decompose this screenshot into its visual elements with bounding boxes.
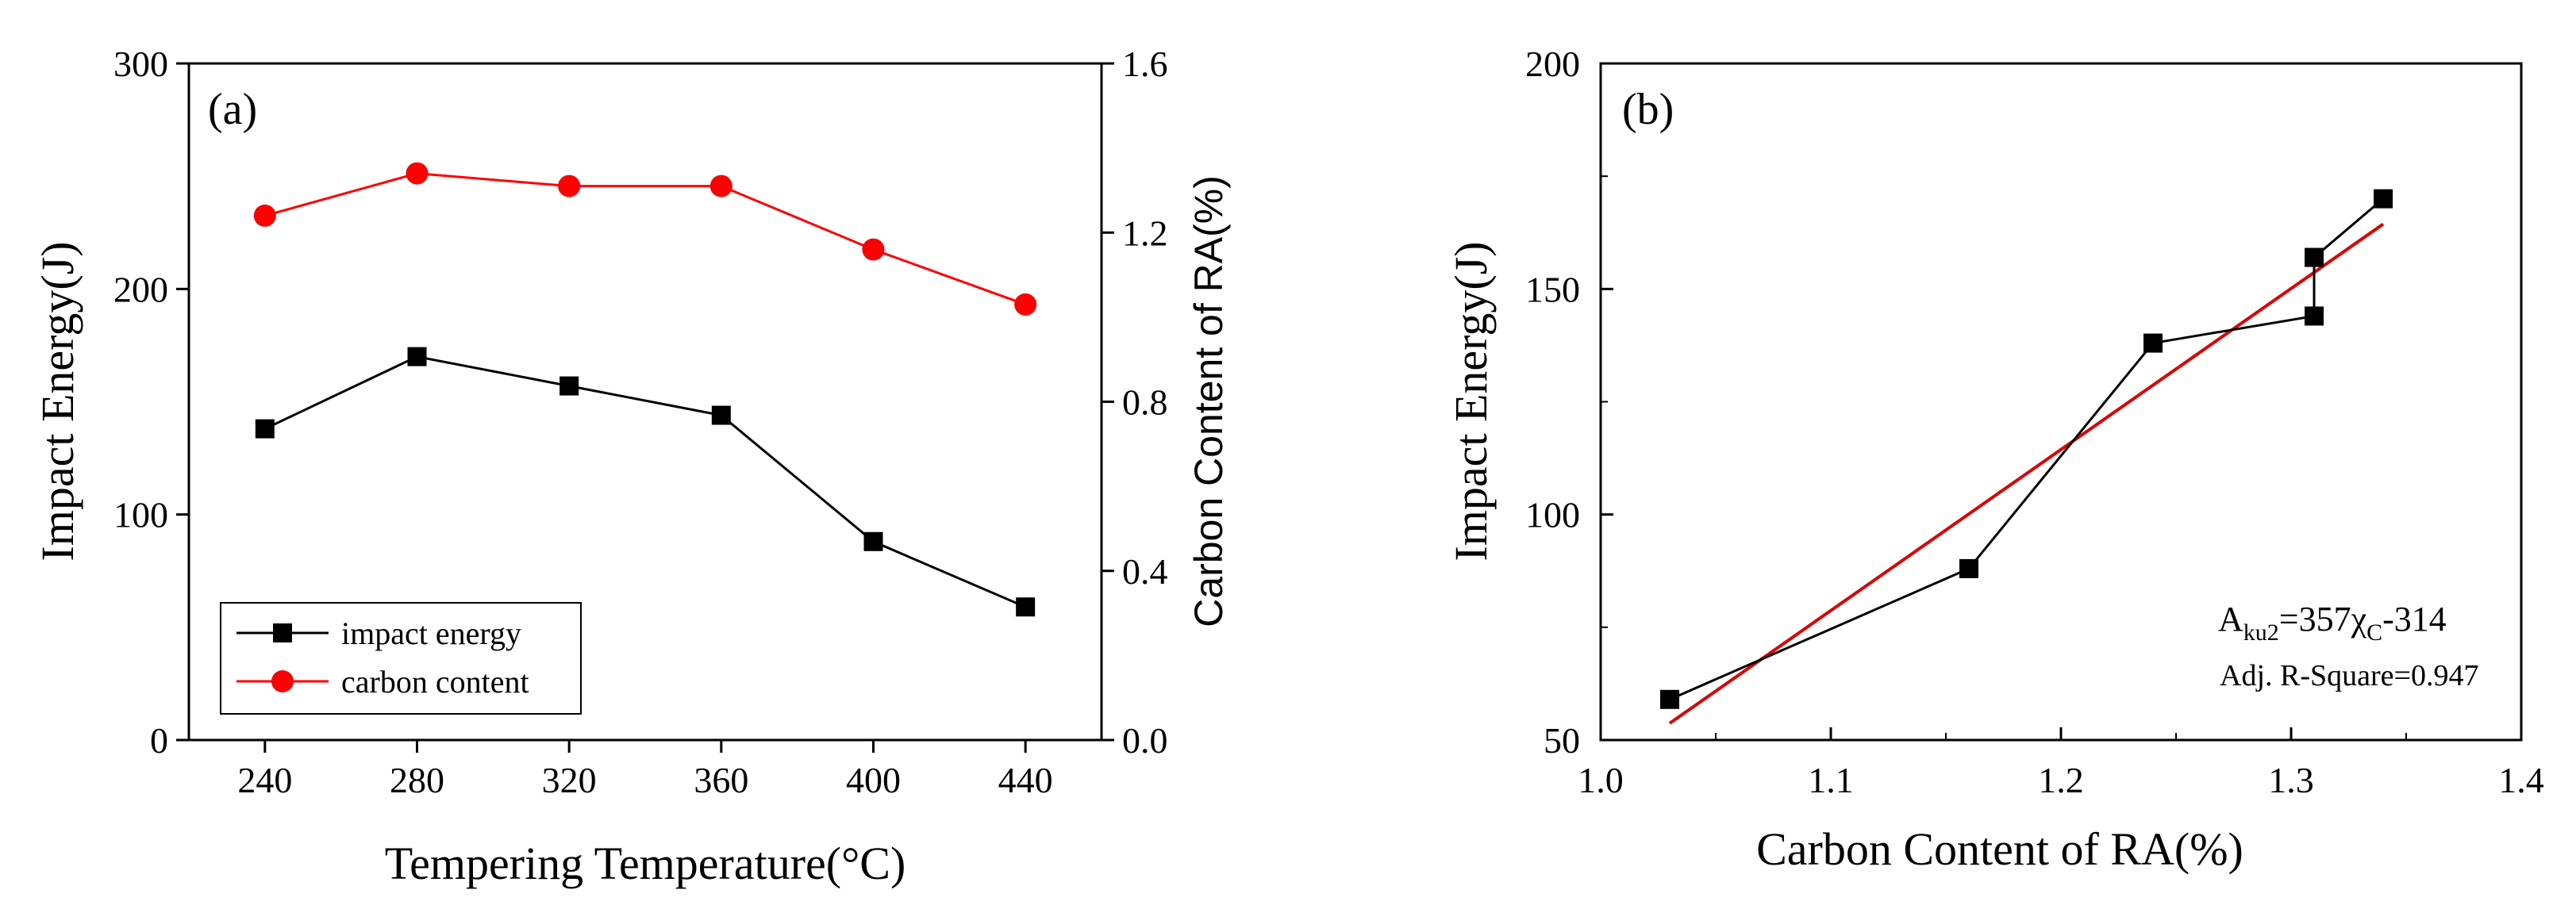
y-tick-label: 150 — [1525, 269, 1580, 309]
data-point — [2305, 306, 2324, 326]
x-tick-label: 1.1 — [1808, 760, 1854, 800]
panel-b-y-axis-title: Impact Energy(J) — [1445, 241, 1497, 561]
data-point — [2374, 189, 2393, 209]
y-tick-label: 0 — [150, 720, 168, 761]
panel-a-right-y-ticks: 0.0 0.4 0.8 1.2 1.6 — [1102, 44, 1168, 761]
series-line-impact-energy — [264, 355, 1026, 608]
impact-energy-point — [863, 531, 883, 551]
linear-fit-line — [1668, 222, 2385, 725]
y-tick-label: 200 — [1525, 44, 1580, 84]
y2-tick-label: 0.4 — [1122, 551, 1168, 592]
panel-b: 1.0 1.1 1.2 1.3 1.4 50 100 150 200 (b) Carbon C… — [1445, 44, 2544, 875]
panel-b-label: (b) — [1622, 85, 1674, 134]
impact-energy-point — [559, 376, 579, 396]
series-line-carbon-content — [264, 172, 1026, 306]
y-tick-label: 200 — [113, 269, 168, 309]
data-connecting-line — [1669, 197, 2384, 701]
panel-a-left-y-ticks: 0 100 200 300 — [113, 44, 189, 761]
panel-a-label: (a) — [208, 85, 257, 134]
legend-item-impact-energy: impact energy — [236, 615, 521, 651]
impact-energy-point — [407, 347, 427, 366]
carbon-content-point — [1014, 293, 1037, 316]
data-point — [2305, 247, 2324, 267]
x-tick-label: 320 — [542, 760, 597, 800]
carbon-content-point — [862, 238, 885, 261]
fit-r-square: Adj. R-Square=0.947 — [2220, 659, 2478, 692]
panel-b-y-ticks: 50 100 150 200 — [1525, 44, 1613, 761]
y2-tick-label: 0.8 — [1122, 382, 1168, 423]
carbon-content-point — [558, 174, 581, 197]
panel-b-data-series — [1660, 189, 2393, 709]
data-point — [1959, 558, 1978, 578]
y-tick-label: 100 — [113, 495, 168, 535]
x-tick-label: 360 — [694, 760, 748, 800]
carbon-content-point — [406, 162, 429, 185]
fit-annotation: Aku2=357χC-314 Adj. R-Square=0.947 — [2218, 600, 2478, 692]
panel-a-legend: impact energy carbon content — [220, 602, 582, 715]
panel-a-y2-axis-title: Carbon Content of RA(%) — [1186, 175, 1231, 627]
panel-a-x-ticks: 240 280 320 360 400 440 — [237, 740, 1053, 800]
legend-marker-square — [273, 623, 292, 642]
carbon-content-point — [709, 174, 732, 197]
impact-energy-point — [255, 419, 275, 439]
x-tick-label: 400 — [846, 760, 901, 800]
y-tick-label: 100 — [1525, 495, 1580, 535]
carbon-content-point — [253, 204, 276, 227]
panel-b-fit-line — [1668, 222, 2385, 725]
x-tick-label: 1.0 — [1578, 760, 1624, 800]
legend-item-carbon-content: carbon content — [236, 664, 529, 700]
data-point — [1660, 689, 1679, 709]
y2-tick-label: 1.6 — [1122, 44, 1168, 84]
y-tick-label: 300 — [113, 44, 168, 84]
legend-marker-circle — [271, 670, 294, 692]
panel-a-x-axis-title: Tempering Temperature(°C) — [385, 838, 906, 889]
panel-b-x-ticks: 1.0 1.1 1.2 1.3 1.4 — [1578, 727, 2544, 800]
panel-b-plot-frame — [1599, 62, 2523, 742]
x-tick-label: 1.4 — [2498, 760, 2544, 800]
data-point — [2143, 333, 2163, 353]
fit-equation: Aku2=357χC-314 — [2218, 600, 2447, 646]
legend-label-carbon-content: carbon content — [341, 664, 529, 700]
x-tick-label: 1.3 — [2268, 760, 2314, 800]
panel-a: 240 280 320 360 400 440 0 100 200 300 0.0 0.4 0.8 1… — [32, 44, 1231, 889]
y2-tick-label: 0.0 — [1122, 720, 1168, 761]
x-tick-label: 280 — [390, 760, 444, 800]
panel-a-y-axis-title: Impact Energy(J) — [32, 241, 83, 561]
x-tick-label: 1.2 — [2038, 760, 2084, 800]
panel-b-x-axis-title: Carbon Content of RA(%) — [1756, 823, 2243, 875]
y2-tick-label: 1.2 — [1122, 213, 1168, 253]
legend-box — [220, 602, 582, 715]
legend-label-impact-energy: impact energy — [341, 615, 521, 651]
y-tick-label: 50 — [1544, 720, 1580, 761]
x-tick-label: 240 — [237, 760, 292, 800]
x-tick-label: 440 — [998, 760, 1053, 800]
impact-energy-point — [711, 405, 731, 425]
impact-energy-point — [1016, 597, 1036, 617]
panel-a-series — [253, 162, 1037, 617]
